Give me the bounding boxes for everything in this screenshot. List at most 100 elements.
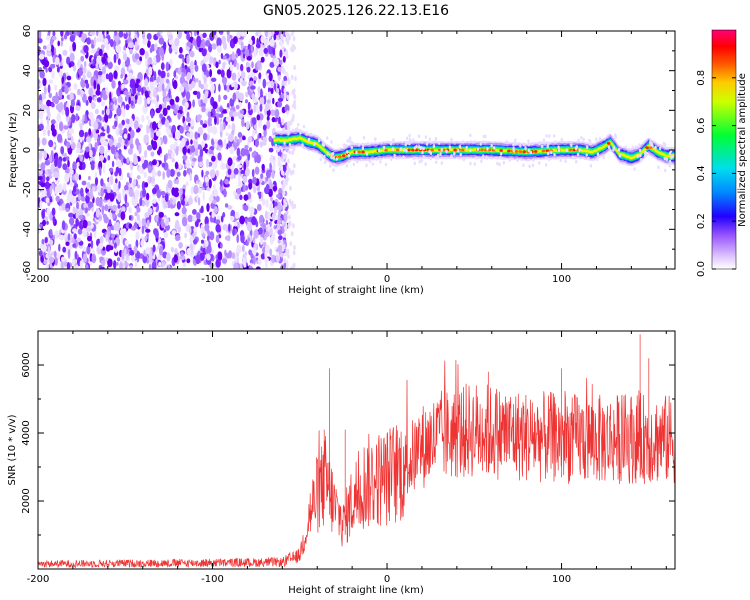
noise-speckle	[198, 181, 203, 188]
noise-speckle	[73, 185, 77, 193]
noise-speckle	[163, 199, 166, 205]
signal-halo	[349, 139, 352, 144]
noise-speckle	[123, 90, 129, 96]
signal-halo	[519, 144, 522, 148]
signal-hotspot	[361, 150, 365, 154]
noise-speckle	[88, 112, 94, 120]
signal-halo	[580, 135, 583, 140]
noise-speckle	[124, 193, 128, 204]
noise-speckle	[76, 31, 80, 37]
noise-speckle	[141, 114, 145, 123]
noise-speckle	[39, 82, 42, 88]
signal-halo	[332, 156, 335, 160]
noise-speckle	[51, 207, 56, 216]
noise-speckle	[264, 103, 270, 112]
noise-speckle	[192, 157, 197, 162]
noise-speckle	[244, 167, 250, 177]
signal-hotspot	[384, 148, 388, 152]
noise-speckle	[179, 144, 183, 151]
noise-speckle	[248, 265, 253, 269]
y-tick-label: 20	[22, 104, 33, 117]
noise-speckle	[194, 131, 198, 140]
spectrogram-noise-region	[38, 31, 297, 269]
noise-speckle	[50, 119, 56, 125]
signal-halo	[544, 156, 547, 160]
signal-halo	[389, 156, 392, 161]
noise-speckle	[259, 96, 265, 106]
noise-speckle	[190, 186, 195, 195]
noise-speckle	[82, 219, 88, 229]
snr-y-ticks: 2000 4000 6000	[21, 330, 675, 536]
noise-speckle	[175, 131, 181, 140]
signal-halo	[321, 142, 324, 146]
noise-speckle	[65, 156, 70, 162]
signal-halo	[301, 143, 304, 147]
noise-speckle	[202, 32, 207, 38]
noise-speckle	[109, 91, 112, 102]
noise-speckle	[114, 248, 118, 254]
noise-speckle	[140, 239, 145, 247]
noise-speckle	[253, 229, 259, 239]
signal-halo	[564, 159, 567, 164]
noise-speckle	[185, 125, 190, 131]
noise-fringe	[281, 157, 284, 163]
noise-speckle	[239, 215, 245, 225]
noise-speckle	[232, 161, 236, 168]
noise-speckle	[152, 88, 158, 98]
noise-speckle	[58, 243, 61, 252]
signal-halo	[512, 142, 515, 147]
signal-halo	[288, 143, 292, 147]
noise-speckle	[120, 73, 123, 79]
noise-speckle	[56, 66, 60, 73]
noise-speckle	[265, 183, 270, 192]
noise-speckle	[217, 139, 223, 146]
noise-speckle	[176, 200, 181, 210]
signal-halo	[422, 155, 425, 159]
noise-speckle	[79, 260, 83, 269]
noise-speckle	[218, 83, 221, 92]
noise-speckle	[72, 161, 77, 171]
signal-halo	[413, 161, 416, 166]
noise-speckle	[252, 128, 255, 139]
signal-halo	[634, 145, 638, 149]
noise-speckle	[270, 196, 273, 202]
noise-fringe	[285, 54, 289, 59]
noise-speckle	[151, 160, 157, 166]
noise-speckle	[66, 262, 70, 269]
noise-speckle	[270, 155, 273, 163]
signal-hotspot	[514, 150, 519, 153]
noise-speckle	[171, 187, 176, 196]
signal-halo	[346, 150, 349, 154]
noise-speckle	[63, 33, 68, 40]
noise-speckle	[210, 77, 217, 83]
noise-speckle	[82, 253, 87, 263]
noise-speckle	[229, 146, 235, 155]
noise-speckle	[87, 235, 92, 242]
signal-halo	[514, 141, 517, 146]
noise-speckle	[196, 212, 201, 220]
signal-halo	[412, 138, 415, 142]
noise-speckle	[47, 128, 50, 137]
noise-speckle	[48, 256, 55, 264]
signal-halo	[476, 147, 480, 152]
noise-speckle	[169, 98, 175, 106]
noise-fringe	[292, 88, 296, 94]
y-tick-label: 60	[22, 25, 33, 38]
noise-speckle	[124, 184, 129, 191]
noise-speckle	[217, 69, 222, 75]
noise-speckle	[228, 223, 231, 232]
noise-speckle	[80, 55, 85, 62]
noise-speckle	[55, 195, 60, 202]
noise-speckle	[164, 97, 167, 108]
signal-halo	[434, 136, 438, 141]
noise-speckle	[121, 105, 125, 115]
noise-speckle	[72, 243, 77, 248]
noise-speckle	[273, 83, 277, 90]
noise-speckle	[269, 248, 273, 257]
noise-speckle	[99, 166, 102, 176]
noise-speckle	[184, 31, 188, 34]
colorbar-label: Normalized spectral amplitude	[737, 73, 748, 227]
noise-speckle	[97, 136, 100, 147]
noise-speckle	[111, 233, 115, 239]
noise-speckle	[279, 49, 283, 58]
